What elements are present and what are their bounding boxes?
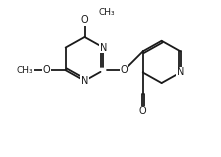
Text: O: O xyxy=(81,15,88,25)
Text: N: N xyxy=(177,68,184,78)
Text: O: O xyxy=(139,106,147,116)
Text: N: N xyxy=(81,76,88,86)
Text: CH₃: CH₃ xyxy=(99,8,116,16)
Text: O: O xyxy=(120,65,128,75)
Text: N: N xyxy=(100,43,107,53)
Text: CH₃: CH₃ xyxy=(17,66,33,75)
Text: O: O xyxy=(43,65,51,75)
